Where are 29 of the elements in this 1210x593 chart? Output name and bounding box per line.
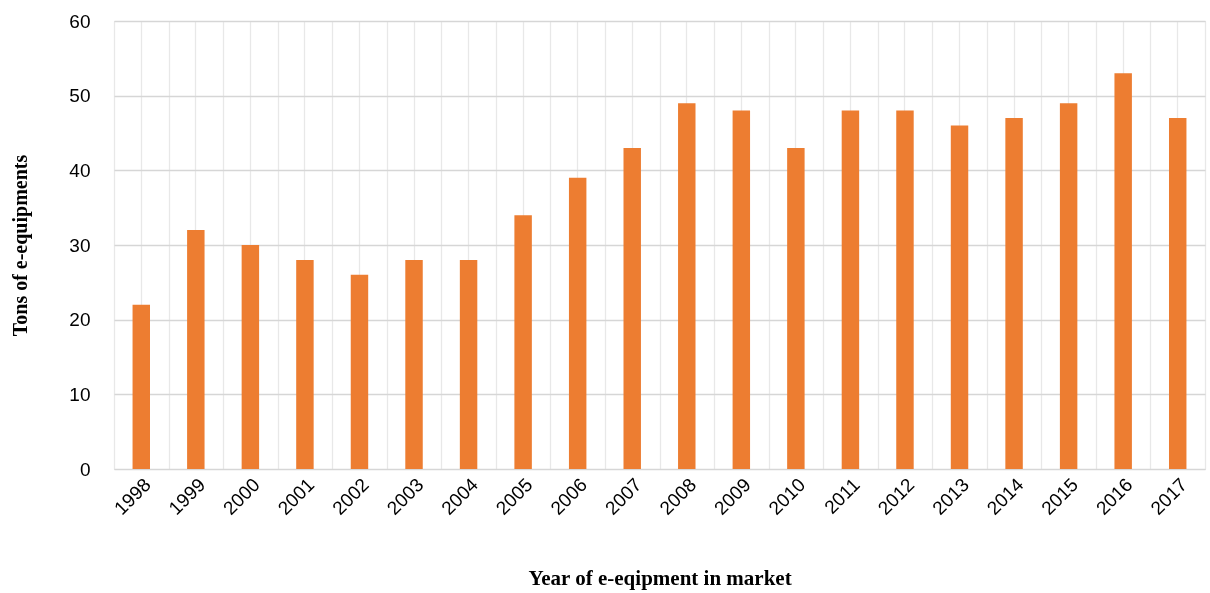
y-tick-label: 60 [69,10,91,32]
bar [405,259,423,469]
bar [459,259,478,469]
x-axis-title: Year of e-eqipment in market [528,565,792,590]
bar [787,147,805,469]
bar [1059,103,1078,469]
bar [623,147,641,469]
y-tick-label: 50 [69,85,91,107]
bar [241,245,260,469]
bar [950,125,969,469]
bar [296,259,314,469]
y-tick-label: 0 [79,458,91,480]
bar [132,304,150,469]
bar [1114,73,1132,469]
bar [350,274,369,469]
y-tick-label: 20 [69,309,91,331]
bar [732,110,751,469]
bar [187,230,205,469]
bar [678,103,696,469]
y-tick-label: 10 [69,383,91,405]
y-tick-label: 30 [69,234,91,256]
y-tick-label: 40 [69,159,91,181]
bar [1169,118,1187,469]
bar [841,110,860,469]
bar [568,177,587,469]
bar [896,110,914,469]
bar [1005,118,1023,469]
bar [514,215,532,469]
y-axis-title: Tons of e-equipments [9,154,33,337]
